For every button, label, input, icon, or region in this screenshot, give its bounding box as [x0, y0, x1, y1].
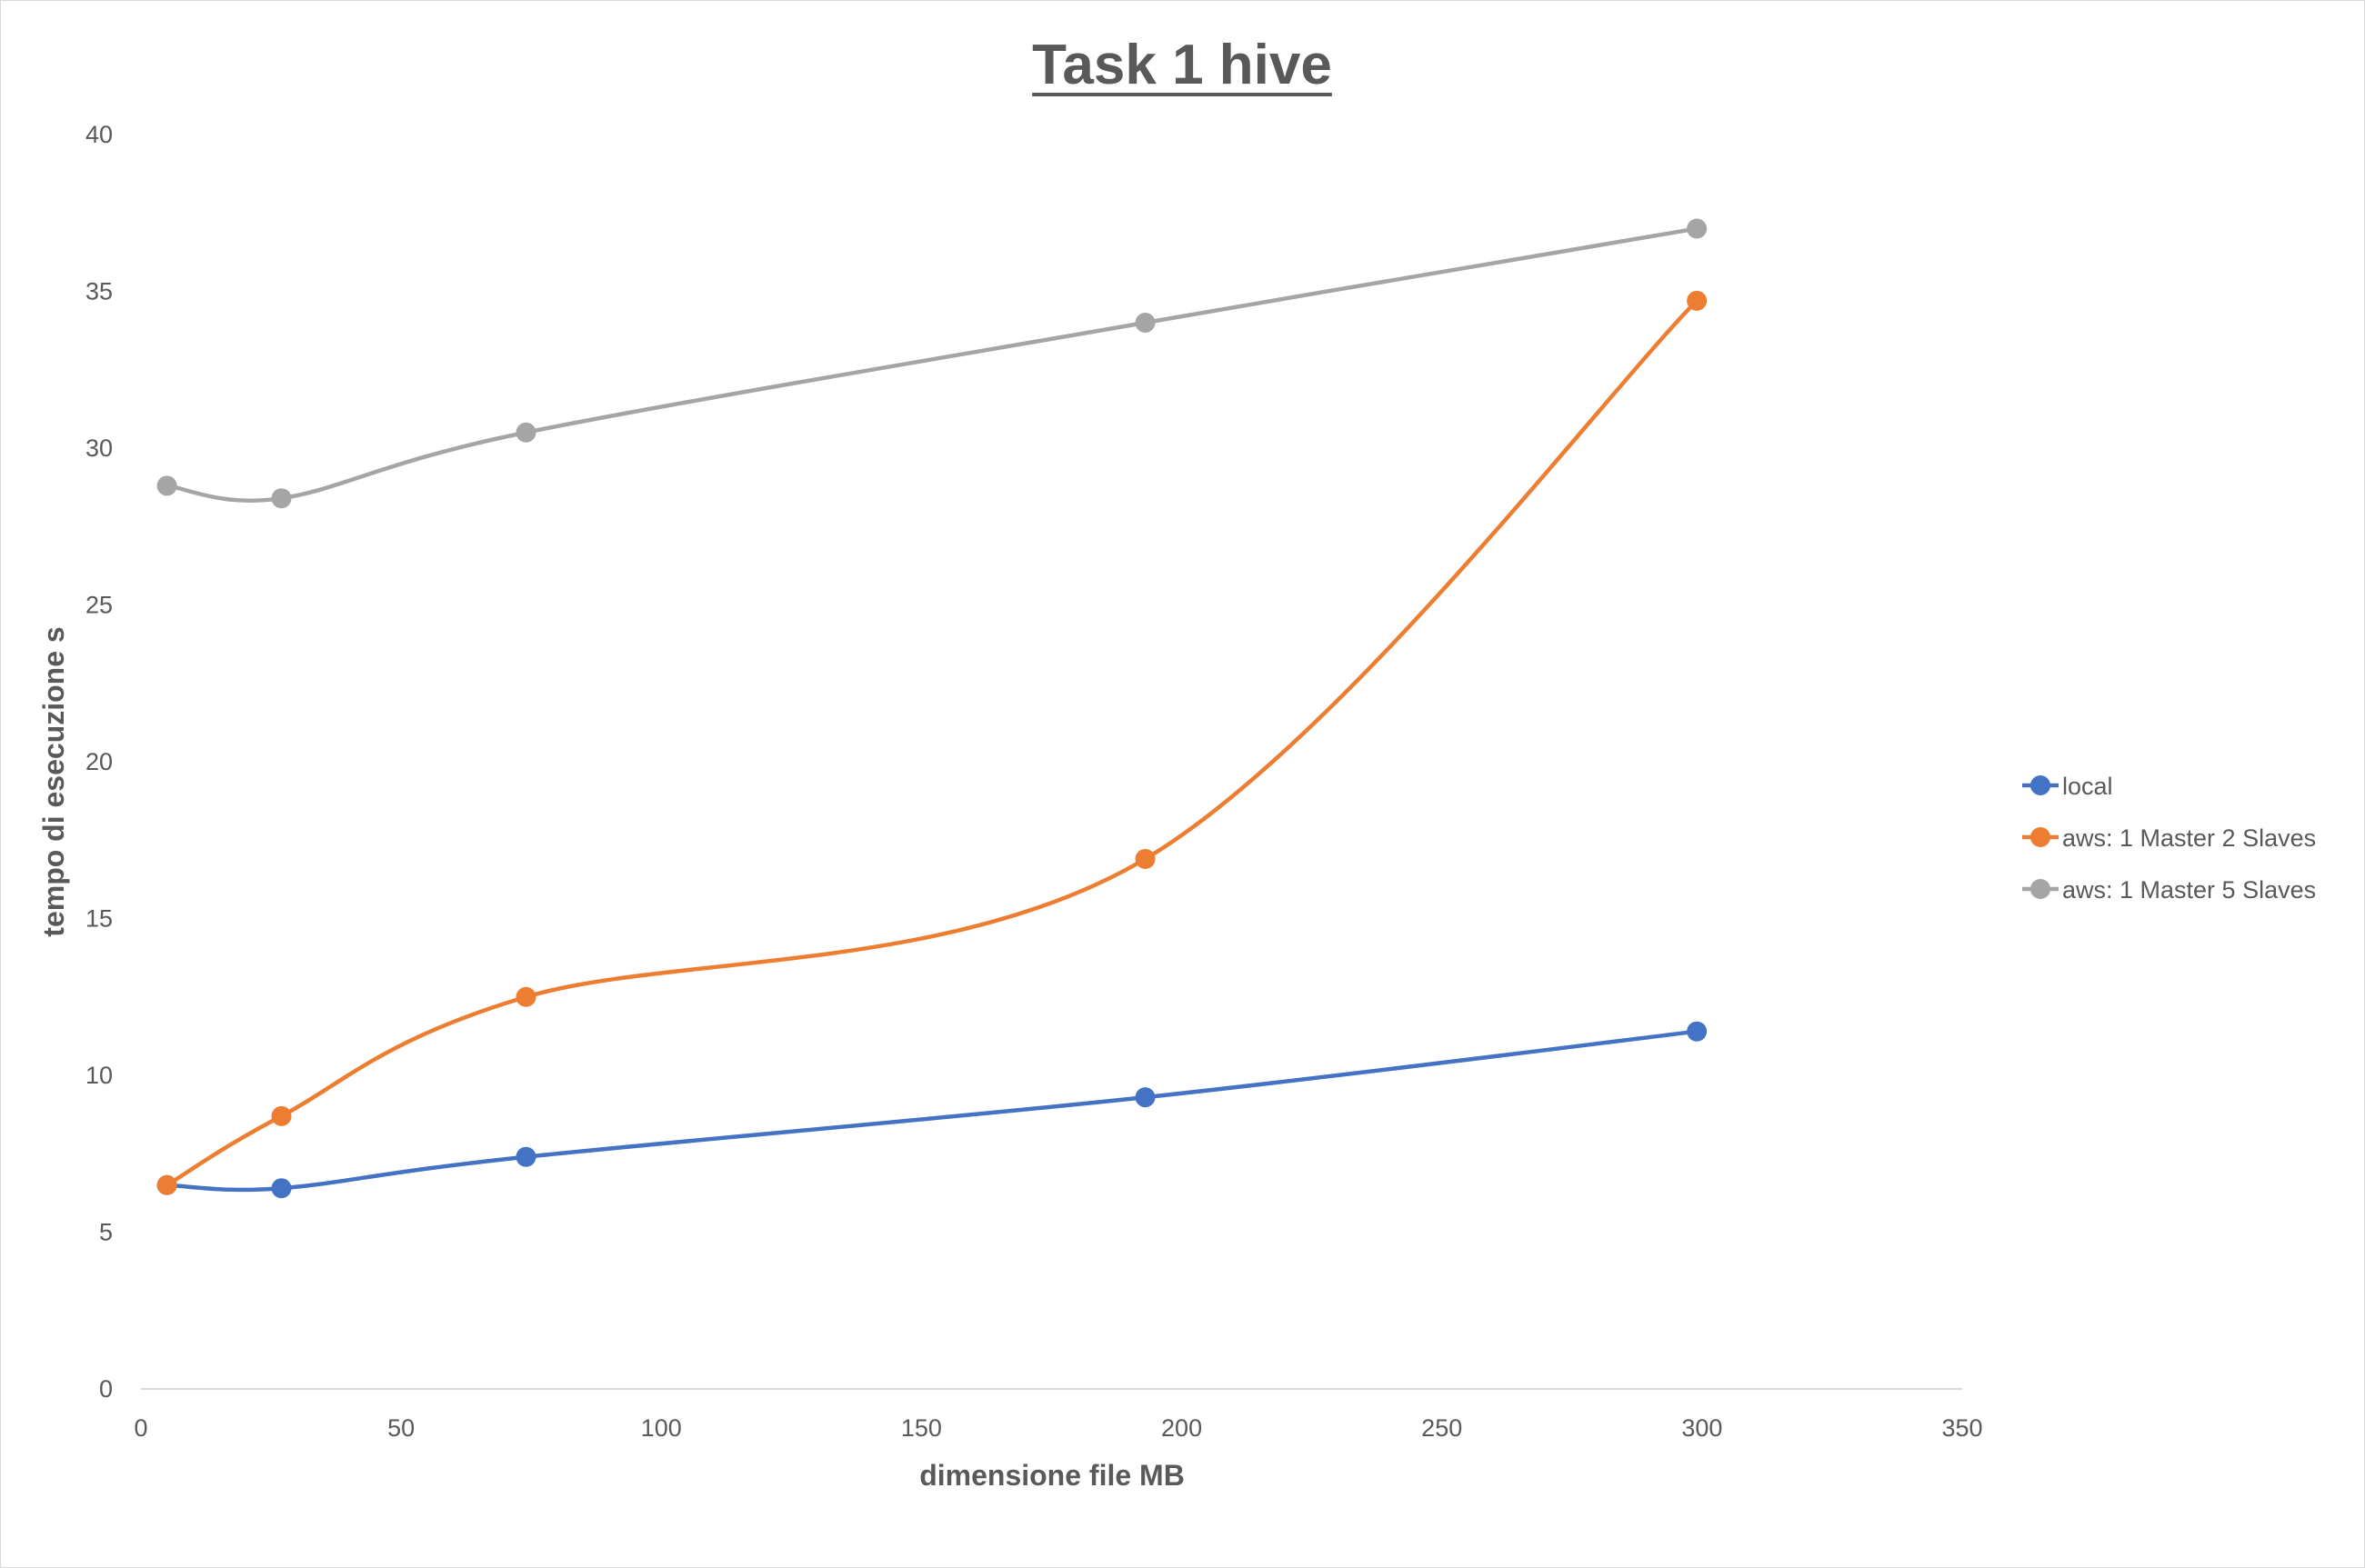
y-axis-title: tempo di esecuzione s [37, 626, 70, 936]
data-point [271, 1105, 292, 1126]
legend-label: aws: 1 Master 5 Slaves [2062, 876, 2316, 904]
series-1 [156, 1021, 1708, 1199]
x-tick-label: 350 [1941, 1414, 1982, 1442]
x-tick-label: 100 [641, 1414, 682, 1442]
y-tick-label: 35 [85, 278, 113, 305]
legend-marker [2030, 775, 2050, 795]
y-tick-label: 0 [99, 1375, 113, 1403]
axes: 0 50 100 150 200 250 300 350 0 5 10 15 20 25 30 35 40 [85, 121, 1983, 1442]
data-point [156, 475, 177, 496]
series-line [165, 1029, 1699, 1193]
y-tick-label: 20 [85, 748, 113, 775]
data-point [156, 1174, 177, 1195]
data-point [271, 488, 292, 509]
series-line [165, 298, 1699, 1187]
data-point [516, 986, 536, 1007]
legend-entry: local [2022, 773, 2113, 800]
data-point [516, 422, 536, 443]
series-3 [156, 218, 1708, 509]
y-tick-label: 25 [85, 592, 113, 619]
x-tick-label: 50 [387, 1414, 415, 1442]
x-tick-label: 300 [1681, 1414, 1722, 1442]
x-tick-label: 200 [1161, 1414, 1202, 1442]
data-point [1687, 1021, 1708, 1042]
y-tick-label: 5 [99, 1219, 113, 1246]
data-point [1135, 848, 1156, 869]
data-point [1135, 1087, 1156, 1108]
legend-label: aws: 1 Master 2 Slaves [2062, 824, 2316, 852]
data-point [1687, 218, 1708, 239]
legend-entry: aws: 1 Master 2 Slaves [2022, 824, 2316, 852]
chart-title: Task 1 hive [1032, 34, 1332, 96]
y-tick-label: 30 [85, 434, 113, 462]
y-tick-label: 40 [85, 121, 113, 148]
legend-marker [2030, 827, 2050, 847]
legend-marker [2030, 879, 2050, 899]
y-tick-label: 10 [85, 1062, 113, 1089]
data-point [271, 1178, 292, 1199]
legend-label: local [2062, 773, 2113, 800]
series-line [165, 226, 1699, 503]
data-point [1687, 290, 1708, 311]
series-layer [156, 218, 1708, 1199]
legend-entry: aws: 1 Master 5 Slaves [2022, 876, 2316, 904]
legend: local aws: 1 Master 2 Slaves aws: 1 Master… [2022, 773, 2316, 904]
y-tick-label: 15 [85, 905, 113, 933]
x-tick-label: 0 [134, 1414, 147, 1442]
series-2 [156, 290, 1708, 1195]
x-tick-label: 250 [1421, 1414, 1462, 1442]
x-tick-label: 150 [901, 1414, 942, 1442]
x-axis-title: dimensione file MB [919, 1459, 1185, 1492]
data-point [516, 1146, 536, 1167]
data-point [1135, 313, 1156, 333]
